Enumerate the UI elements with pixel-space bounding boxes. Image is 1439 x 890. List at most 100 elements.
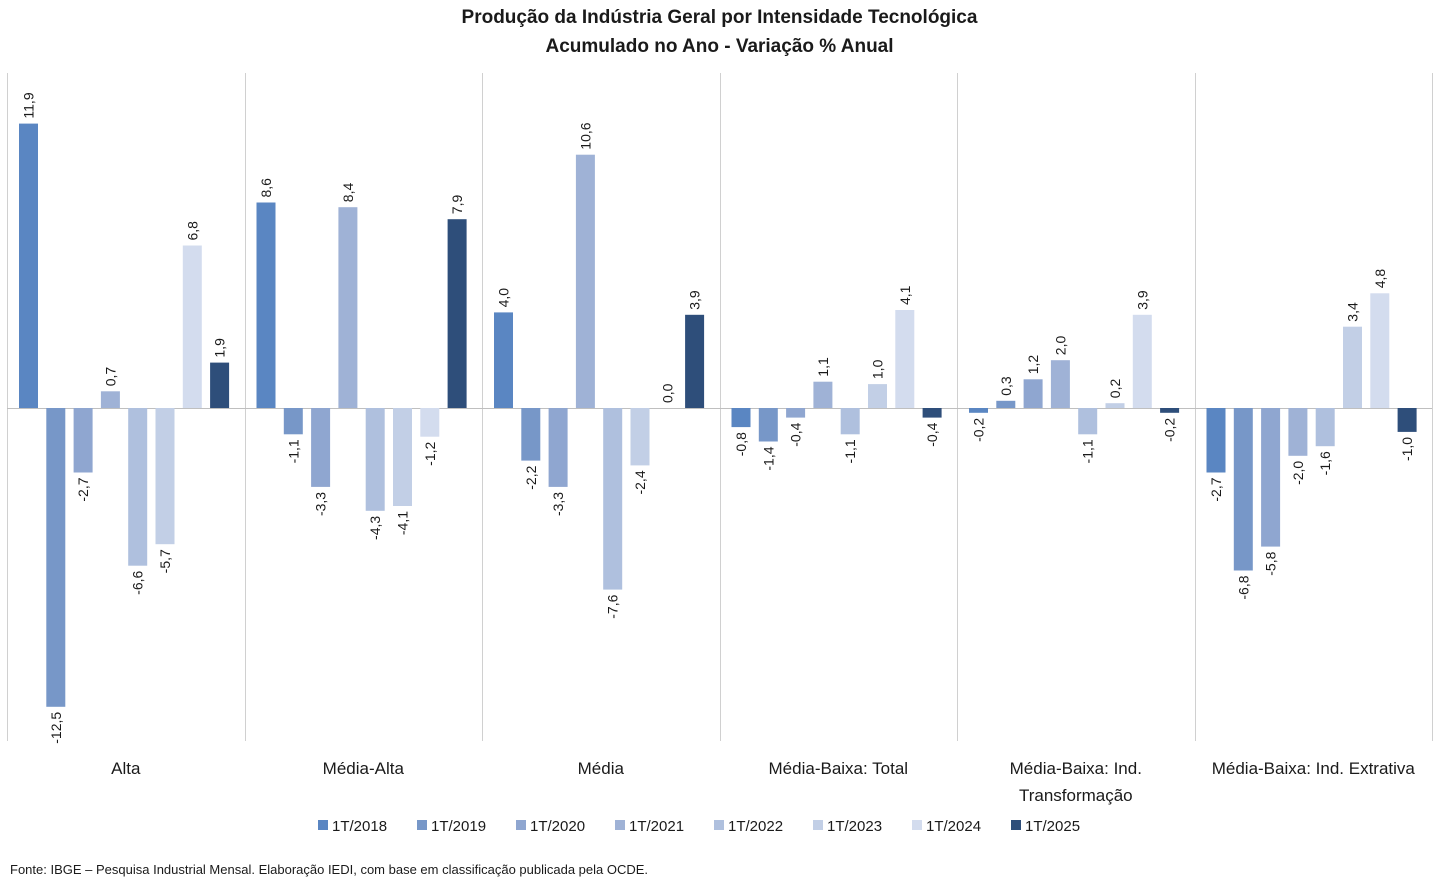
data-label: -7,6	[605, 594, 621, 618]
bar-1T/2023	[630, 408, 650, 466]
data-label: 1,2	[1025, 355, 1041, 375]
bar-1T/2025	[210, 362, 230, 408]
bar-1T/2020	[311, 408, 331, 487]
bar-1T/2020	[1261, 408, 1281, 547]
bar-1T/2018	[494, 312, 513, 408]
bar-1T/2019	[46, 408, 66, 707]
bar-1T/2022	[840, 408, 860, 435]
bar-1T/2019	[521, 408, 541, 461]
bar-1T/2019	[283, 408, 303, 435]
chart-title: Produção da Indústria Geral por Intensid…	[461, 7, 978, 28]
bar-1T/2024	[182, 245, 202, 408]
bar-1T/2021	[338, 207, 358, 408]
legend-label: 1T/2021	[629, 818, 684, 835]
data-label: 2,0	[1052, 336, 1068, 356]
data-label: -0,4	[788, 422, 804, 446]
bar-1T/2023	[1343, 326, 1362, 408]
legend-swatch	[417, 820, 427, 830]
data-label: 1,0	[870, 359, 886, 379]
data-label: -5,8	[1263, 551, 1279, 575]
bar-1T/2023	[1105, 403, 1125, 408]
data-label: 0,3	[998, 376, 1014, 396]
bar-1T/2021	[100, 391, 120, 408]
bar-1T/2019	[1233, 408, 1253, 571]
bar-1T/2021	[1050, 360, 1070, 408]
legend-label: 1T/2024	[926, 818, 981, 835]
category-label: Média-Baixa: Ind.	[1010, 759, 1142, 778]
data-label: -0,8	[733, 432, 749, 456]
data-label: -0,2	[971, 418, 987, 442]
data-label: -3,3	[313, 492, 329, 516]
data-label: 7,9	[449, 195, 465, 215]
bar-1T/2024	[1132, 314, 1152, 408]
data-label: 8,4	[340, 183, 356, 203]
legend-swatch	[912, 820, 922, 830]
bar-1T/2018	[256, 202, 276, 408]
bar-1T/2024	[1370, 293, 1390, 408]
bar-1T/2020	[786, 408, 806, 418]
bar-1T/2025	[685, 314, 705, 408]
bar-1T/2019	[758, 408, 778, 442]
legend-swatch	[318, 820, 328, 830]
data-label: 3,4	[1345, 302, 1361, 322]
legend-label: 1T/2025	[1025, 818, 1080, 835]
category-label: Média-Baixa: Total	[769, 759, 909, 778]
legend-swatch	[813, 820, 823, 830]
data-label: -4,3	[367, 516, 383, 540]
legend-label: 1T/2023	[827, 818, 882, 835]
legend-swatch	[615, 820, 625, 830]
data-label: -4,1	[395, 511, 411, 535]
bar-1T/2022	[603, 408, 623, 590]
bar-1T/2024	[420, 408, 440, 437]
data-label: 0,0	[659, 383, 675, 403]
data-label: 4,8	[1372, 269, 1388, 289]
bar-1T/2024	[895, 310, 915, 408]
data-label: -1,2	[422, 441, 438, 465]
data-label: -1,6	[1317, 451, 1333, 475]
bar-1T/2022	[1315, 408, 1335, 447]
data-label: -5,7	[157, 549, 173, 573]
bar-1T/2025	[1397, 408, 1417, 432]
legend-label: 1T/2019	[431, 818, 486, 835]
data-label: 4,0	[496, 288, 512, 308]
bar-1T/2018	[731, 408, 751, 428]
data-label: -2,4	[632, 470, 648, 494]
data-label: 3,9	[687, 290, 703, 310]
chart-subtitle: Acumulado no Ano - Variação % Anual	[545, 36, 894, 57]
data-label: 3,9	[1134, 290, 1150, 310]
bar-1T/2018	[19, 123, 38, 408]
data-label: -1,1	[842, 439, 858, 463]
category-label: Média	[578, 759, 625, 778]
bar-1T/2020	[1023, 379, 1043, 408]
data-label: -2,2	[523, 465, 539, 489]
data-label: -3,3	[550, 492, 566, 516]
data-label: -1,1	[1080, 439, 1096, 463]
legend-label: 1T/2020	[530, 818, 585, 835]
data-label: -2,0	[1290, 461, 1306, 485]
data-label: 0,2	[1107, 379, 1123, 399]
bar-1T/2023	[868, 384, 887, 408]
category-label: Média-Alta	[323, 759, 405, 778]
data-label: -0,2	[1162, 418, 1178, 442]
category-label: Transformação	[1019, 786, 1133, 805]
bar-1T/2022	[365, 408, 385, 511]
data-label: -6,6	[130, 570, 146, 594]
bar-1T/2021	[1288, 408, 1308, 456]
legend-label: 1T/2018	[332, 818, 387, 835]
legend-swatch	[1011, 820, 1021, 830]
bar-1T/2025	[1160, 408, 1180, 413]
bar-1T/2019	[996, 400, 1016, 408]
bar-1T/2022	[1078, 408, 1098, 435]
legend-swatch	[714, 820, 724, 830]
data-label: -0,4	[924, 422, 940, 446]
data-label: 10,6	[577, 122, 593, 149]
data-label: -1,0	[1399, 437, 1415, 461]
data-label: -2,7	[1208, 477, 1224, 501]
bar-1T/2025	[447, 219, 467, 408]
bar-1T/2020	[73, 408, 93, 473]
data-label: -12,5	[48, 712, 64, 744]
bar-1T/2021	[813, 381, 833, 408]
data-label: 11,9	[21, 92, 37, 118]
legend-swatch	[516, 820, 526, 830]
